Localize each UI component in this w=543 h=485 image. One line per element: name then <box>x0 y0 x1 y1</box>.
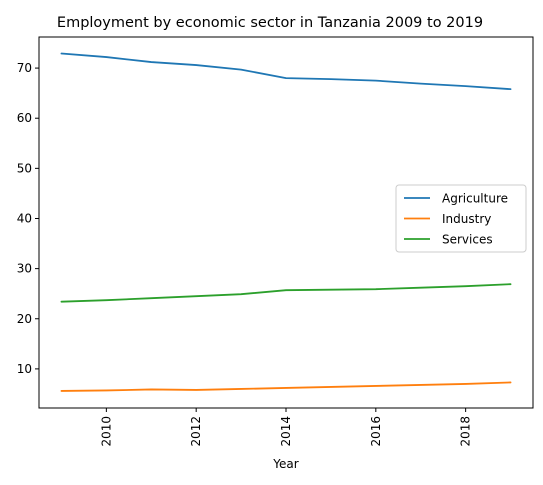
chart-title: Employment by economic sector in Tanzani… <box>57 15 483 31</box>
legend-label-agriculture: Agriculture <box>442 192 508 206</box>
x-tick-label: 2010 <box>99 416 113 447</box>
plot-area: 10 20 30 40 50 60 70 2010 2012 2014 2016 2018 <box>17 36 534 447</box>
y-tick-label: 60 <box>17 111 32 125</box>
x-tick-label: 2016 <box>369 416 383 447</box>
x-tick-label: 2012 <box>189 416 203 447</box>
legend-label-services: Services <box>442 233 493 247</box>
y-tick-label: 70 <box>17 61 32 75</box>
y-tick-label: 30 <box>17 262 32 276</box>
series-line-agriculture <box>60 52 512 91</box>
y-tick-label: 40 <box>17 211 32 225</box>
legend-box <box>395 184 527 253</box>
series-line-services <box>60 283 512 303</box>
x-tick-label: 2014 <box>279 416 293 447</box>
x-axis-label: Year <box>272 457 298 471</box>
x-tick-label: 2018 <box>459 416 473 447</box>
y-tick-label: 20 <box>17 312 32 326</box>
legend-label-industry: Industry <box>442 212 491 226</box>
y-tick-label: 50 <box>17 161 32 175</box>
series-line-industry <box>60 381 512 392</box>
legend: Agriculture Industry Services <box>395 184 527 253</box>
y-tick-label: 10 <box>17 362 32 376</box>
